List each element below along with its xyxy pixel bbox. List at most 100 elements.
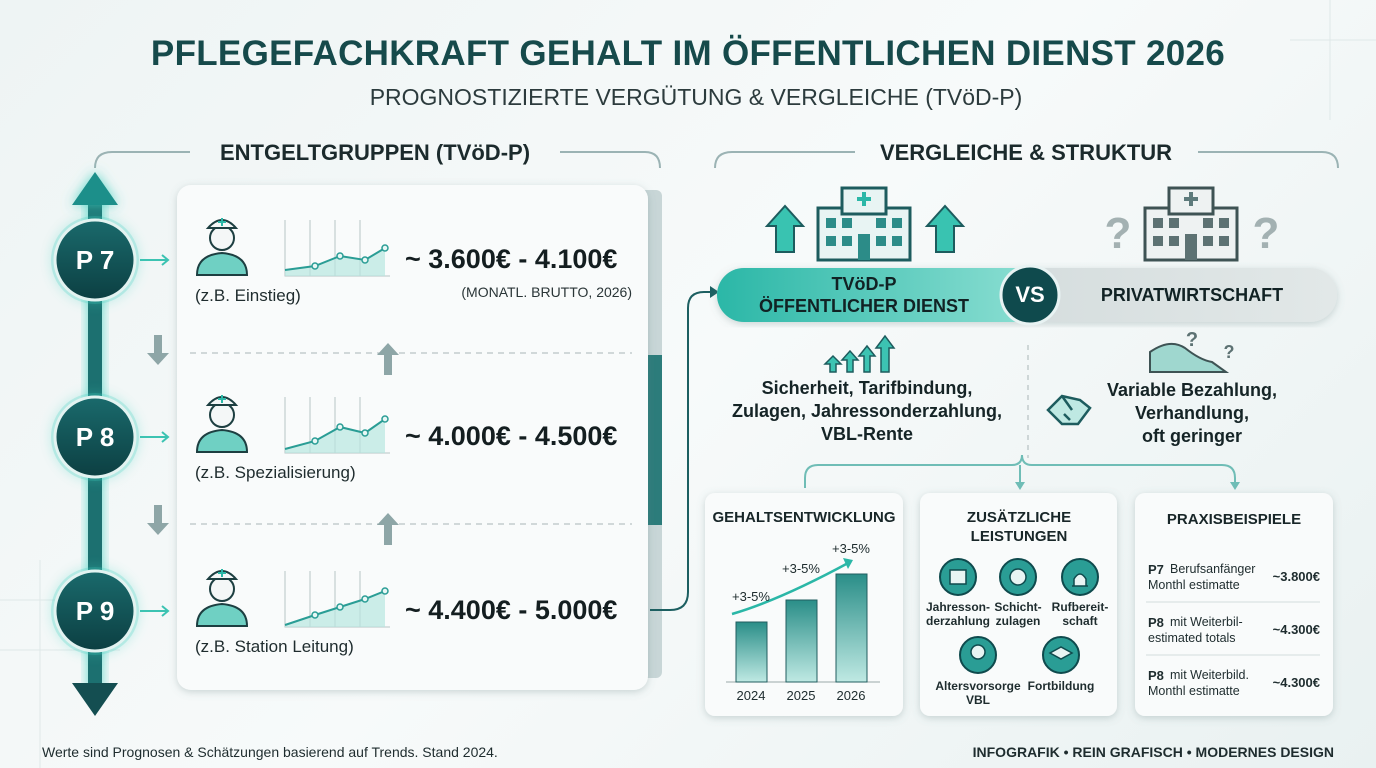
left-panel	[177, 185, 648, 690]
year-label: 2025	[786, 688, 816, 703]
mini-chart-dot	[336, 603, 344, 611]
benefit-label: VBL	[966, 693, 990, 707]
footer-tagline: INFOGRAFIK • REIN GRAFISCH • MODERNES DE…	[972, 744, 1334, 760]
example-amount: ~4.300€	[1272, 622, 1320, 637]
pointer-arrow	[140, 605, 170, 617]
nurse-icon	[218, 218, 226, 226]
benefit-label: Schicht-	[994, 600, 1042, 614]
svg-text:?: ?	[1186, 329, 1198, 351]
mini-chart-area	[285, 419, 385, 453]
nurse-icon	[209, 576, 235, 602]
connector	[804, 454, 1236, 488]
growth-annotation: +3-5%	[832, 541, 870, 556]
mini-chart-dot	[361, 595, 369, 603]
subtitle: PROGNOSTIZIERTE VERGÜTUNG & VERGLEICHE (…	[369, 84, 1023, 110]
connector-arrow	[1015, 482, 1240, 490]
section-heading: VERGLEICHE & STRUKTUR	[879, 140, 1173, 165]
badge	[53, 395, 137, 479]
group-note: (MONATL. BRUTTO, 2026)	[461, 284, 632, 300]
group-badge: P 9	[75, 596, 115, 626]
benefit-label: Altersvorsorge	[935, 679, 1021, 693]
growth-bar	[785, 599, 818, 683]
public-point: Sicherheit, Tarifbindung,	[761, 378, 973, 398]
panel-accent	[648, 355, 662, 525]
connector-arrow	[710, 286, 719, 298]
public-label: ÖFFENTLICHER DIENST	[759, 296, 969, 316]
example-amount: ~3.800€	[1272, 569, 1320, 584]
card-title: LEISTUNGEN	[970, 528, 1068, 545]
example-text: mit Weiterbil-	[1170, 615, 1243, 629]
mini-chart-dot	[311, 262, 319, 270]
question-icon: ?	[1253, 209, 1280, 258]
private-point: Verhandlung,	[1134, 403, 1250, 423]
step-arrows	[147, 335, 399, 545]
handshake-icon	[1046, 394, 1092, 426]
group-role: (z.B. Station Leitung)	[195, 637, 354, 656]
year-label: 2026	[836, 688, 866, 703]
benefit-label: Fortbildung	[1027, 679, 1095, 693]
year-label: 2024	[736, 688, 766, 703]
timeline-arrow	[72, 683, 118, 716]
group-salary: ~ 4.400€ - 5.000€	[405, 595, 618, 625]
nurse-icon	[195, 251, 249, 276]
public-label: TVöD-P	[831, 274, 897, 294]
mini-chart-dot	[361, 429, 369, 437]
benefit-label: derzahlung	[925, 614, 991, 628]
mini-chart-dot	[381, 587, 389, 595]
group-role: (z.B. Einstieg)	[195, 286, 301, 305]
heading-bracket	[94, 151, 661, 169]
trend-arrow	[843, 558, 853, 569]
question-icon: ?	[1105, 209, 1132, 258]
vs-circle	[999, 264, 1061, 326]
group-salary: ~ 3.600€ - 4.100€	[405, 244, 618, 274]
title: PFLEGEFACHKRAFT GEHALT IM ÖFFENTLICHEN D…	[150, 34, 1226, 73]
growth-annotation: +3-5%	[732, 589, 770, 604]
nurse-icon	[195, 602, 249, 627]
private-point: oft geringer	[1141, 426, 1243, 446]
benefit-icons	[939, 558, 1099, 674]
mini-chart-dot	[361, 256, 369, 264]
private-label: PRIVATWIRTSCHAFT	[1100, 285, 1284, 305]
heading-bracket	[714, 151, 1339, 169]
mini-chart-area	[285, 248, 385, 276]
benefit-label: Jahresson-	[925, 600, 991, 614]
public-point: VBL-Rente	[820, 424, 914, 444]
section-heading: ENTGELTGRUPPEN (TVöD-P)	[219, 140, 531, 165]
card-title: GEHALTSENTWICKLUNG	[712, 509, 896, 526]
example-text: Monthl estimatte	[1148, 578, 1240, 592]
benefit-label: zulagen	[995, 614, 1041, 628]
group-graphics	[51, 216, 390, 655]
footer-note: Werte sind Prognosen & Schätzungen basie…	[42, 744, 498, 760]
example-text: Berufsanfänger	[1170, 562, 1256, 576]
mini-chart-dot	[336, 423, 344, 431]
group-salary: ~ 4.000€ - 4.500€	[405, 421, 618, 451]
pointer-arrow	[140, 431, 170, 443]
building-public	[764, 186, 966, 262]
compare-public	[717, 268, 1047, 322]
example-text: mit Weiterbild.	[1170, 668, 1249, 682]
benefit-label: schaft	[1062, 614, 1098, 628]
trend-arrow	[731, 560, 851, 616]
group-badge: P 8	[75, 422, 115, 452]
card-title: ZUSÄTZLICHE	[966, 509, 1072, 526]
example-group: P7	[1148, 562, 1164, 577]
group-role: (z.B. Spezialisierung)	[195, 463, 356, 482]
example-group: P8	[1148, 615, 1164, 630]
private-point: Variable Bezahlung,	[1106, 380, 1278, 400]
growth-bar	[735, 621, 768, 683]
mini-chart-dot	[311, 437, 319, 445]
nurse-icon	[209, 225, 235, 251]
mini-chart-dot	[381, 244, 389, 252]
badge	[53, 218, 137, 302]
nurse-icon	[209, 402, 235, 428]
mini-chart-dot	[311, 611, 319, 619]
decline-icon: ? ?	[1149, 329, 1235, 373]
example-text: estimated totals	[1148, 631, 1236, 645]
public-point: Zulagen, Jahressonderzahlung,	[731, 401, 1003, 421]
example-group: P8	[1148, 668, 1164, 683]
timeline-arrow	[72, 172, 118, 205]
growth-bar	[835, 573, 868, 683]
mini-chart-dot	[381, 415, 389, 423]
